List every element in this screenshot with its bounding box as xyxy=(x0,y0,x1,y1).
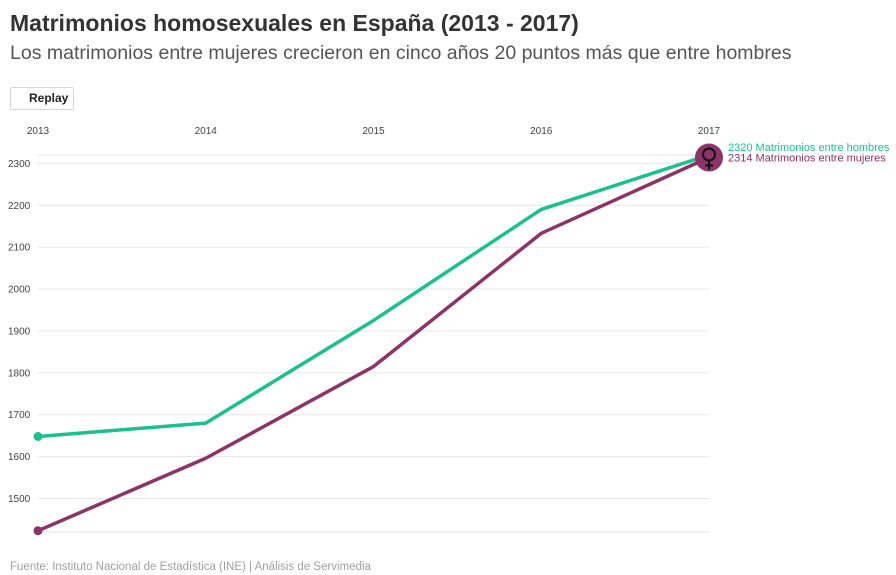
y-tick-label: 1600 xyxy=(8,452,31,463)
y-tick-label: 1800 xyxy=(8,368,31,379)
series-end-label: 2314 Matrimonios entre mujeres xyxy=(728,153,886,165)
x-tick-label: 2016 xyxy=(530,126,553,137)
x-tick-label: 2014 xyxy=(195,126,218,137)
series-end-label: 2320 Matrimonios entre hombres xyxy=(728,142,890,154)
y-tick-label: 2000 xyxy=(8,285,31,296)
replay-button[interactable]: Replay xyxy=(10,87,74,110)
x-tick-label: 2017 xyxy=(698,126,721,137)
x-tick-label: 2013 xyxy=(27,126,50,137)
y-tick-label: 1900 xyxy=(8,326,31,337)
series-start-point xyxy=(33,431,43,441)
y-tick-label: 2300 xyxy=(8,159,31,170)
series-line-mujeres xyxy=(36,155,711,533)
y-tick-label: 1500 xyxy=(8,494,31,505)
y-tick-label: 1700 xyxy=(8,410,31,421)
chart-title: Matrimonios homosexuales en España (2013… xyxy=(10,10,579,36)
series-start-point xyxy=(33,526,43,536)
x-tick-label: 2015 xyxy=(362,126,385,137)
chart-subtitle: Los matrimonios entre mujeres crecieron … xyxy=(10,42,792,64)
y-tick-label: 2200 xyxy=(8,201,31,212)
series-line-hombres xyxy=(36,153,711,439)
female-symbol-icon xyxy=(695,143,723,172)
y-tick-label: 2100 xyxy=(8,243,31,254)
source-note: Fuente: Instituto Nacional de Estadístic… xyxy=(10,561,371,573)
